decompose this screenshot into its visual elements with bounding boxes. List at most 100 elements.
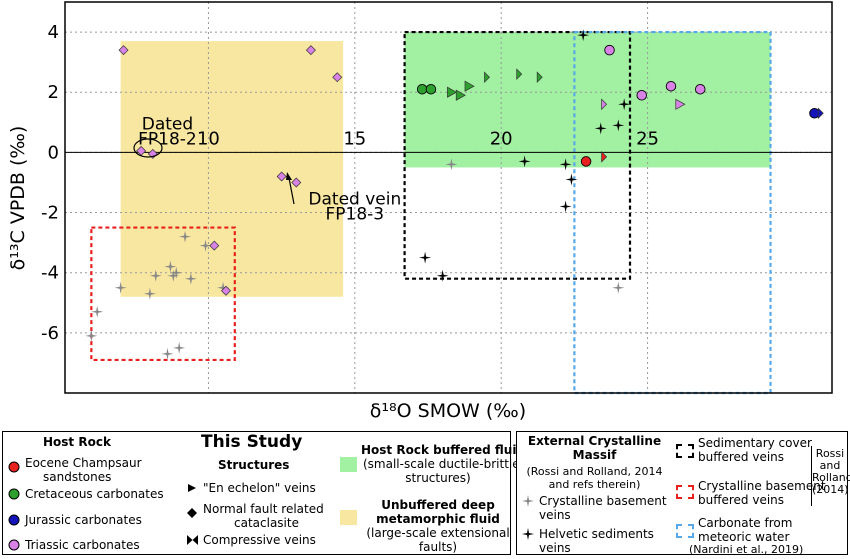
point-s6-0 — [416, 83, 428, 95]
x-tick-label-0: 10 — [197, 128, 220, 149]
legend-ref-line4: (2014) — [812, 483, 849, 496]
point-s1-8 — [618, 98, 631, 111]
point-s2-8 — [332, 72, 343, 83]
legend-cretaceous-label: Cretaceous carbonates — [25, 487, 164, 501]
x-tick-label-2: 20 — [490, 128, 513, 149]
point-s3-0 — [604, 44, 615, 56]
legend-sed-box-swatch — [676, 444, 694, 458]
point-s1-2 — [518, 155, 531, 168]
legend-sed-label2: buffered veins — [698, 450, 785, 464]
point-s0-10 — [161, 347, 174, 360]
legend-unbuffered-sub: (large-scale extensional — [366, 526, 510, 540]
y-tick-label-4: 2 — [48, 82, 59, 103]
legend-ref-line3: Rolland — [812, 471, 850, 484]
point-s4-0 — [675, 98, 686, 110]
x-tick-label-3: 25 — [636, 128, 659, 149]
point-s7-2 — [464, 80, 475, 92]
region-0 — [120, 41, 344, 297]
y-axis-label: δ¹³C VPDB (‰) — [7, 126, 29, 271]
point-s0-8 — [179, 230, 192, 243]
point-s0-15 — [612, 281, 625, 294]
reference-boxes — [90, 30, 772, 395]
point-s2-6 — [291, 177, 302, 188]
legend-cretaceous-circle-icon — [8, 488, 20, 500]
legend-met-box-swatch — [676, 524, 694, 538]
legend-normal-fault-label: Normal fault related — [203, 502, 324, 516]
y-tick-label-2: -2 — [41, 203, 59, 224]
point-s2-3 — [209, 240, 220, 251]
annotation-3: FP18-3 — [326, 205, 385, 225]
legend-bracket-line — [811, 446, 812, 506]
legend-jurassic-marker — [8, 514, 20, 526]
point-s3-2 — [665, 80, 677, 92]
legend-en-echelon-marker — [188, 484, 196, 492]
grid-lines — [65, 2, 832, 393]
point-s8-1 — [516, 68, 523, 81]
point-s0-3 — [143, 287, 156, 300]
legend-host-rock-title: Host Rock — [43, 435, 111, 449]
legend-cretaceous-marker — [8, 488, 20, 500]
legend-unbuffered-swatch — [340, 510, 357, 525]
point-s0-14 — [445, 158, 458, 171]
point-s0-0 — [85, 329, 98, 342]
legend-cry-label2: buffered veins — [698, 493, 785, 507]
point-s8-0 — [484, 71, 490, 84]
point-s2-7 — [305, 45, 316, 56]
grey-cross-icon — [522, 495, 534, 507]
legend-this-study-title: This Study — [201, 432, 303, 452]
legend-crystalline-marker — [522, 495, 534, 507]
region-1 — [404, 32, 771, 168]
point-s1-0 — [419, 251, 432, 264]
x-tick-label-1: 15 — [343, 128, 366, 149]
point-s0-6 — [167, 269, 180, 282]
legend-triassic-label: Triassic carbonates — [25, 538, 140, 552]
point-s11-0 — [809, 108, 820, 119]
plot-frame — [64, 1, 833, 394]
legend-normal-fault-label2: cataclasite — [234, 516, 299, 530]
legend-crystalline-label: Crystalline basement — [539, 494, 667, 508]
point-s0-2 — [114, 281, 127, 294]
point-s2-0 — [118, 45, 129, 56]
reference-box-1 — [90, 226, 236, 362]
legend-met-ref: (Nardini et al., 2019) — [689, 543, 804, 556]
point-s12-0 — [817, 107, 824, 120]
legend-unbuffered-sub2: faults) — [418, 540, 458, 554]
legend-compressive-label: Compressive veins — [203, 533, 316, 547]
legend-eocene-label: Eocene Champsaur — [25, 456, 142, 470]
point-s2-4 — [221, 285, 232, 296]
legend-unbuffered-title: Unbuffered deep — [381, 498, 495, 512]
fp18-3-arrow-line — [288, 177, 295, 205]
triangle-icon — [188, 484, 196, 492]
legend-ref-line1: Rossi — [815, 447, 845, 460]
point-s6-1 — [425, 83, 437, 95]
point-s8-2 — [536, 71, 543, 84]
legend-buffered-swatch — [340, 457, 357, 472]
point-s1-6 — [577, 29, 590, 42]
fp18-3-arrow-head — [286, 172, 292, 180]
legend-external-title2: Massif — [572, 448, 617, 462]
legend-cry-label: Crystalline basement — [698, 479, 826, 493]
legend-buffered-sub2: structures) — [405, 471, 471, 485]
legend-en-echelon-label: "En echelon" veins — [203, 481, 316, 495]
legend-external-ref: (Rossi and Rolland, 2014 — [526, 465, 663, 478]
point-s0-4 — [149, 269, 162, 282]
y-tick-label-3: 0 — [48, 142, 59, 163]
legend-sed-label: Sedimentary cover — [698, 436, 812, 450]
legend-eocene-label2: sandstones — [43, 470, 112, 484]
legend-unbuffered-title2: metamorphic fluid — [376, 512, 500, 526]
legend-buffered-title: Host Rock buffered fluid — [361, 443, 526, 457]
legend-eocene-marker — [8, 461, 20, 473]
point-s1-5 — [559, 200, 572, 213]
bowtie-icon-right — [192, 535, 198, 545]
legend-ref-line2: and — [819, 459, 841, 472]
point-s0-5 — [164, 260, 177, 273]
point-s9-0 — [580, 156, 592, 167]
diamond-icon — [187, 508, 197, 518]
legend-triassic-circle-icon — [8, 539, 20, 551]
point-s3-1 — [636, 89, 647, 101]
annotation-0: Dated — [142, 114, 193, 134]
legend-met-label2: meteoric water — [698, 530, 790, 544]
point-s7-1 — [455, 89, 466, 101]
